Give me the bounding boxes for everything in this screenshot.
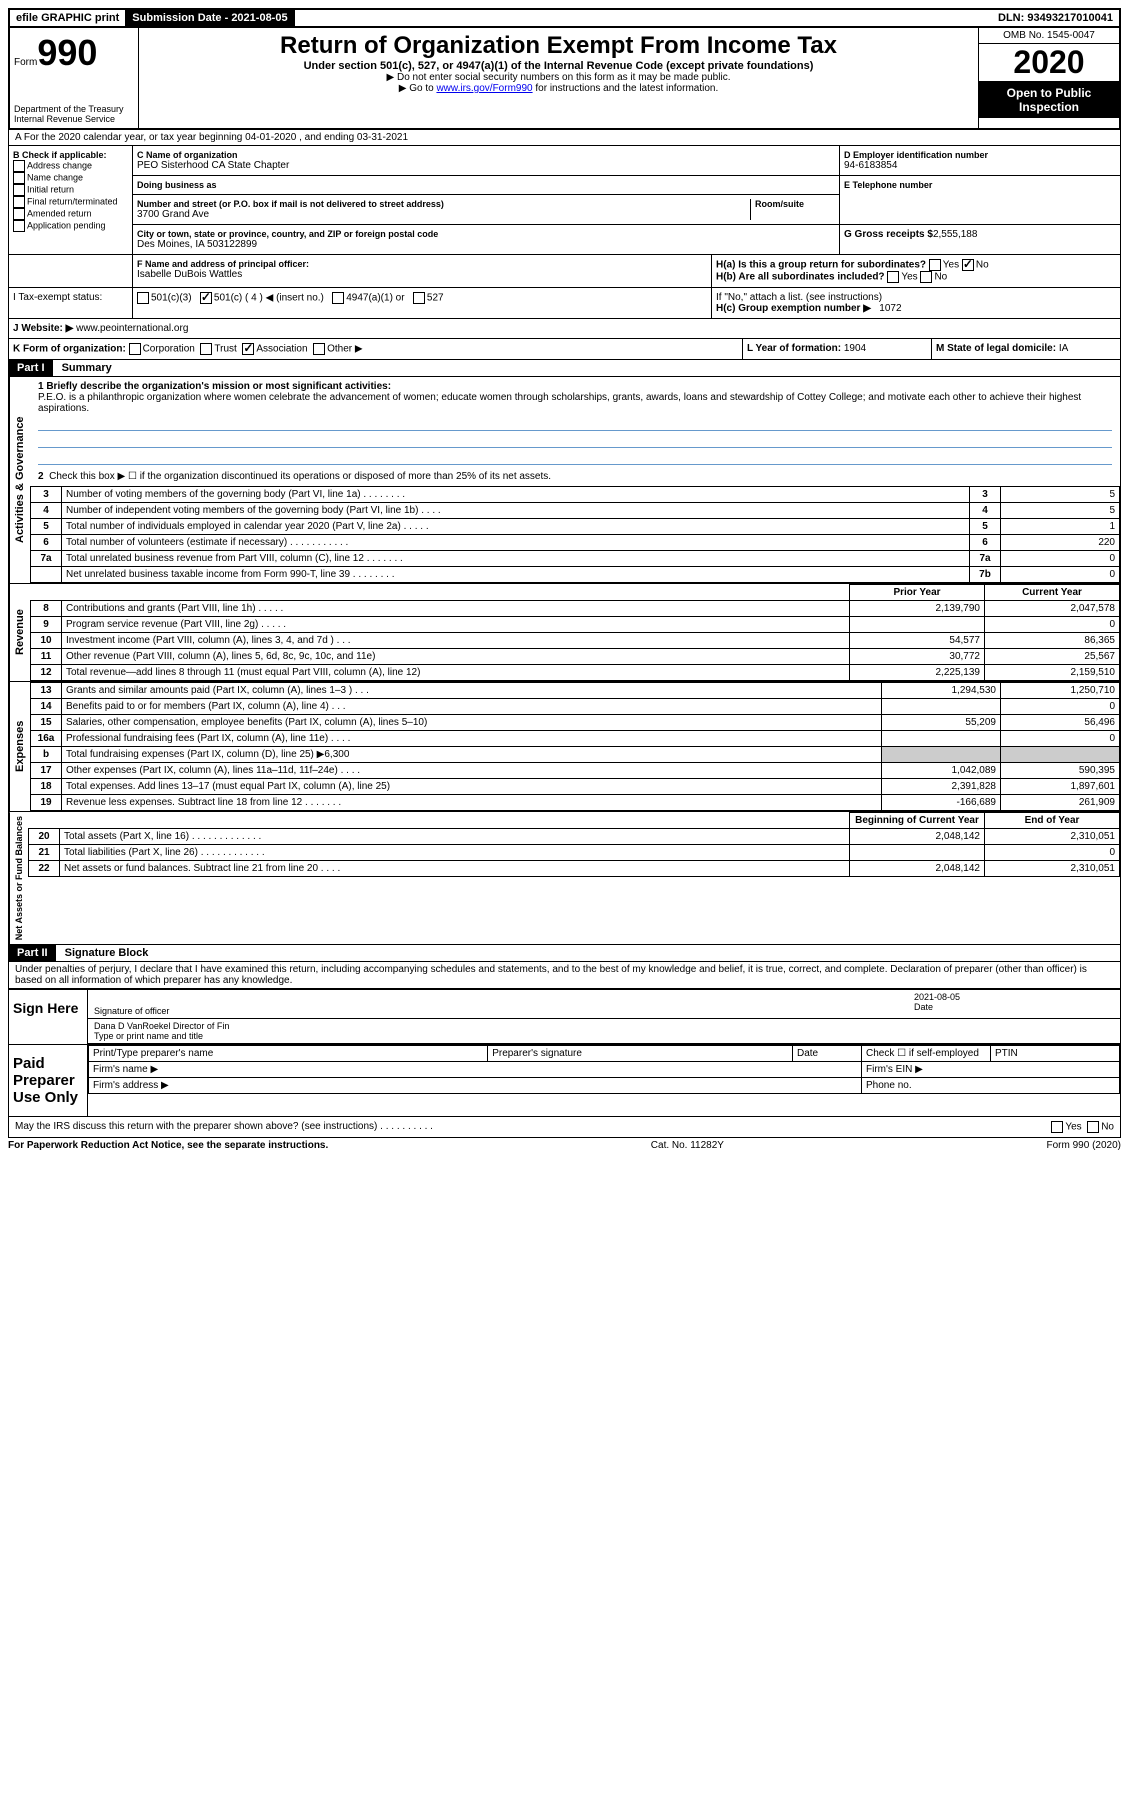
part-1-badge: Part I	[9, 360, 53, 376]
note-link: ▶ Go to www.irs.gov/Form990 for instruct…	[143, 83, 974, 94]
website-value: www.peointernational.org	[76, 323, 188, 334]
h-b-note: If "No," attach a list. (see instruction…	[716, 292, 1116, 303]
state-domicile: IA	[1059, 343, 1068, 354]
open-inspection: Open to Public Inspection	[979, 82, 1119, 118]
i-row: I Tax-exempt status: 501(c)(3) 501(c) ( …	[8, 288, 1121, 319]
note-ssn: ▶ Do not enter social security numbers o…	[143, 72, 974, 83]
footer-mid: Cat. No. 11282Y	[651, 1140, 724, 1151]
netassets-table: Beginning of Current YearEnd of Year20To…	[28, 812, 1120, 877]
phone-label: Phone no.	[862, 1078, 1120, 1094]
discuss-label: May the IRS discuss this return with the…	[15, 1121, 1051, 1133]
activities-table: 3Number of voting members of the governi…	[30, 486, 1120, 583]
revenue-vert-label: Revenue	[9, 584, 30, 681]
dln: DLN: 93493217010041	[992, 10, 1119, 26]
phone-cell: E Telephone number	[840, 176, 1120, 225]
h-c: H(c) Group exemption number ▶ 1072	[716, 303, 1116, 314]
klm-row: K Form of organization: Corporation Trus…	[8, 339, 1121, 360]
submission-date: Submission Date - 2021-08-05	[126, 10, 294, 26]
form-subtitle: Under section 501(c), 527, or 4947(a)(1)…	[143, 60, 974, 72]
line-2: Check this box ▶ ☐ if the organization d…	[49, 471, 551, 482]
section-b: B Check if applicable: Address change Na…	[9, 146, 133, 254]
f-h-row: F Name and address of principal officer:…	[8, 255, 1121, 288]
gross-receipts-cell: G Gross receipts $2,555,188	[840, 225, 1120, 244]
expenses-vert-label: Expenses	[9, 682, 30, 811]
h-a: H(a) Is this a group return for subordin…	[716, 259, 1116, 271]
sig-date: 2021-08-05	[914, 992, 1114, 1002]
sign-block: Sign Here Signature of officer 2021-08-0…	[8, 989, 1121, 1045]
netassets-vert-label: Net Assets or Fund Balances	[9, 812, 28, 944]
preparer-block: Paid Preparer Use Only Print/Type prepar…	[8, 1045, 1121, 1117]
ptin-label: PTIN	[991, 1046, 1120, 1062]
form-title: Return of Organization Exempt From Incom…	[143, 32, 974, 60]
preparer-print-label: Print/Type preparer's name	[89, 1046, 488, 1062]
org-name-cell: C Name of organization PEO Sisterhood CA…	[133, 146, 839, 176]
ein-cell: D Employer identification number 94-6183…	[840, 146, 1120, 176]
check-final[interactable]: Final return/terminated	[13, 196, 128, 208]
footer: For Paperwork Reduction Act Notice, see …	[8, 1138, 1121, 1153]
part-2-title: Signature Block	[59, 945, 155, 961]
part-2-header-row: Part II Signature Block	[8, 945, 1121, 962]
j-row: J Website: ▶ www.peointernational.org	[8, 319, 1121, 339]
dba-cell: Doing business as	[133, 176, 839, 195]
info-grid: B Check if applicable: Address change Na…	[8, 146, 1121, 255]
sig-date-label: Date	[914, 1002, 1114, 1012]
h-b: H(b) Are all subordinates included? Yes …	[716, 271, 1116, 283]
revenue-table: Prior YearCurrent Year8Contributions and…	[30, 584, 1120, 681]
part-1-header-row: Part I Summary	[8, 360, 1121, 377]
firm-addr-label: Firm's address ▶	[89, 1078, 862, 1094]
form-number: Form990	[14, 32, 134, 74]
top-bar: efile GRAPHIC print Submission Date - 20…	[8, 8, 1121, 28]
tax-year: 2020	[979, 44, 1119, 82]
gross-receipts: 2,555,188	[933, 229, 978, 240]
netassets-section: Net Assets or Fund Balances Beginning of…	[8, 812, 1121, 945]
mission-label: 1 Briefly describe the organization's mi…	[38, 381, 391, 392]
check-initial[interactable]: Initial return	[13, 184, 128, 196]
address-cell: Number and street (or P.O. box if mail i…	[133, 195, 839, 225]
footer-left: For Paperwork Reduction Act Notice, see …	[8, 1140, 328, 1151]
year-formation: 1904	[844, 343, 866, 354]
check-amended[interactable]: Amended return	[13, 208, 128, 220]
form-header: Form990 Department of the Treasury Inter…	[8, 28, 1121, 130]
preparer-table: Print/Type preparer's name Preparer's si…	[88, 1045, 1120, 1094]
preparer-sig-label: Preparer's signature	[488, 1046, 793, 1062]
officer-name: Dana D VanRoekel Director of Fin	[94, 1021, 1114, 1031]
b-label: B Check if applicable:	[13, 150, 128, 160]
footer-right: Form 990 (2020)	[1047, 1140, 1121, 1151]
check-address[interactable]: Address change	[13, 160, 128, 172]
preparer-left-label: Paid Preparer Use Only	[9, 1045, 88, 1116]
omb-number: OMB No. 1545-0047	[979, 28, 1119, 44]
preparer-date-label: Date	[793, 1046, 862, 1062]
i-label: I Tax-exempt status:	[9, 288, 133, 318]
officer-name-label: Type or print name and title	[94, 1031, 1114, 1041]
city-state-zip: Des Moines, IA 503122899	[137, 239, 835, 250]
mission-text: P.E.O. is a philanthropic organization w…	[38, 392, 1112, 414]
f-label: F Name and address of principal officer:	[137, 259, 707, 269]
part-1-title: Summary	[56, 360, 118, 376]
irs-link[interactable]: www.irs.gov/Form990	[436, 83, 532, 94]
firm-name-label: Firm's name ▶	[89, 1062, 862, 1078]
row-a-tax-year: A For the 2020 calendar year, or tax yea…	[8, 130, 1121, 146]
firm-ein-label: Firm's EIN ▶	[862, 1062, 1120, 1078]
principal-officer: Isabelle DuBois Wattles	[137, 269, 707, 280]
expenses-table: 13Grants and similar amounts paid (Part …	[30, 682, 1120, 811]
part-2-badge: Part II	[9, 945, 56, 961]
discuss-row: May the IRS discuss this return with the…	[8, 1117, 1121, 1138]
street-address: 3700 Grand Ave	[137, 209, 750, 220]
check-name[interactable]: Name change	[13, 172, 128, 184]
check-pending[interactable]: Application pending	[13, 220, 128, 232]
activities-vert-label: Activities & Governance	[9, 377, 30, 583]
expenses-section: Expenses 13Grants and similar amounts pa…	[8, 682, 1121, 812]
efile-label[interactable]: efile GRAPHIC print	[10, 10, 126, 26]
ein-value: 94-6183854	[844, 160, 1116, 171]
activities-section: Activities & Governance 1 Briefly descri…	[8, 377, 1121, 584]
dept-label: Department of the Treasury Internal Reve…	[14, 104, 134, 124]
revenue-section: Revenue Prior YearCurrent Year8Contribut…	[8, 584, 1121, 682]
sig-of-officer-label: Signature of officer	[94, 1006, 902, 1016]
declaration: Under penalties of perjury, I declare th…	[8, 962, 1121, 989]
preparer-check-label: Check ☐ if self-employed	[862, 1046, 991, 1062]
city-cell: City or town, state or province, country…	[133, 225, 839, 254]
org-name: PEO Sisterhood CA State Chapter	[137, 160, 835, 171]
sign-here-label: Sign Here	[9, 990, 88, 1044]
